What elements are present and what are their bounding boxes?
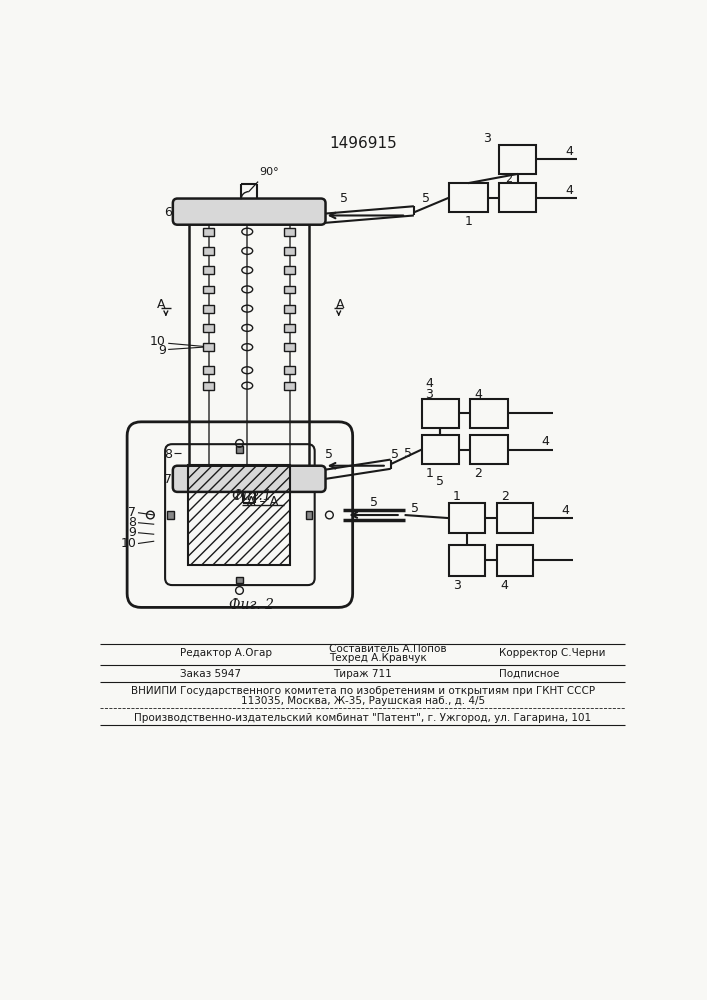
Bar — [284, 343, 296, 351]
Text: 3: 3 — [426, 388, 433, 401]
Bar — [203, 366, 214, 374]
Bar — [284, 266, 296, 274]
Text: Подписное: Подписное — [499, 669, 559, 679]
Text: 10: 10 — [121, 537, 136, 550]
Bar — [168, 511, 174, 519]
Text: 5: 5 — [411, 502, 419, 515]
Bar — [284, 305, 296, 312]
Bar — [284, 286, 296, 293]
Text: Производственно-издательский комбинат "Патент", г. Ужгород, ул. Гагарина, 101: Производственно-издательский комбинат "П… — [134, 713, 591, 723]
Text: Фиг.1: Фиг.1 — [230, 489, 271, 503]
FancyBboxPatch shape — [173, 466, 325, 492]
Bar — [470, 435, 508, 464]
Text: 1: 1 — [464, 215, 472, 228]
Text: 6: 6 — [164, 206, 172, 219]
Text: 7: 7 — [164, 473, 172, 486]
Text: Техред А.Кравчук: Техред А.Кравчук — [329, 653, 426, 663]
Bar — [306, 511, 312, 519]
Text: 9: 9 — [129, 526, 136, 539]
Text: 113035, Москва, Ж-35, Раушская наб., д. 4/5: 113035, Москва, Ж-35, Раушская наб., д. … — [240, 696, 485, 706]
Bar — [421, 399, 459, 428]
Text: 5: 5 — [340, 192, 348, 205]
Text: 5: 5 — [404, 447, 412, 460]
Bar — [203, 324, 214, 332]
Text: 2: 2 — [506, 174, 513, 184]
Bar — [203, 343, 214, 351]
Text: 5: 5 — [421, 192, 429, 205]
Bar — [203, 247, 214, 255]
Text: Редактор А.Огар: Редактор А.Огар — [180, 648, 271, 658]
Text: 5: 5 — [436, 475, 444, 488]
Text: 1: 1 — [426, 467, 433, 480]
Bar — [284, 382, 296, 389]
Text: 2: 2 — [501, 490, 508, 503]
Bar — [235, 577, 243, 583]
Bar — [449, 545, 485, 576]
Text: 3: 3 — [452, 579, 460, 592]
Text: 5: 5 — [325, 448, 332, 461]
Bar — [497, 545, 533, 576]
Text: 7: 7 — [129, 506, 136, 519]
Bar — [499, 145, 537, 174]
Text: 2: 2 — [474, 467, 482, 480]
Text: 4: 4 — [565, 184, 573, 197]
Bar — [470, 399, 508, 428]
Bar — [203, 382, 214, 389]
Text: 4: 4 — [474, 388, 482, 401]
Text: Составитель А.Попов: Составитель А.Попов — [329, 644, 446, 654]
Bar — [497, 503, 533, 533]
Text: 1: 1 — [452, 490, 460, 503]
Bar — [203, 286, 214, 293]
FancyBboxPatch shape — [173, 199, 325, 225]
Bar — [187, 465, 290, 565]
Text: 5: 5 — [390, 448, 399, 461]
Bar — [203, 305, 214, 312]
Text: А: А — [337, 298, 345, 311]
Text: 4: 4 — [565, 145, 573, 158]
Bar — [449, 503, 485, 533]
Text: 8: 8 — [129, 516, 136, 529]
Bar — [284, 247, 296, 255]
Text: Фиг. 2: Фиг. 2 — [228, 598, 274, 612]
Text: 8: 8 — [164, 448, 172, 461]
Text: 4: 4 — [561, 504, 569, 517]
Bar — [421, 435, 459, 464]
Bar — [499, 183, 537, 212]
Text: 90°: 90° — [259, 167, 279, 177]
Text: 4: 4 — [501, 579, 508, 592]
Text: А – А: А – А — [247, 495, 279, 508]
Text: 4: 4 — [542, 435, 549, 448]
Bar — [284, 228, 296, 235]
Bar — [449, 183, 488, 212]
Bar — [284, 324, 296, 332]
Text: А: А — [158, 298, 166, 311]
Bar — [235, 446, 243, 453]
Text: Тираж 711: Тираж 711 — [333, 669, 392, 679]
Text: ВНИИПИ Государственного комитета по изобретениям и открытиям при ГКНТ СССР: ВНИИПИ Государственного комитета по изоб… — [131, 686, 595, 696]
Bar — [203, 228, 214, 235]
Bar — [203, 266, 214, 274]
Text: 9: 9 — [158, 344, 166, 358]
Text: 5: 5 — [370, 496, 378, 509]
Text: 4: 4 — [426, 377, 433, 390]
Text: 1496915: 1496915 — [329, 136, 397, 151]
Text: 3: 3 — [484, 132, 491, 145]
Bar — [284, 366, 296, 374]
Text: Корректор С.Черни: Корректор С.Черни — [499, 648, 606, 658]
Text: 10: 10 — [150, 335, 166, 348]
Text: Заказ 5947: Заказ 5947 — [180, 669, 241, 679]
